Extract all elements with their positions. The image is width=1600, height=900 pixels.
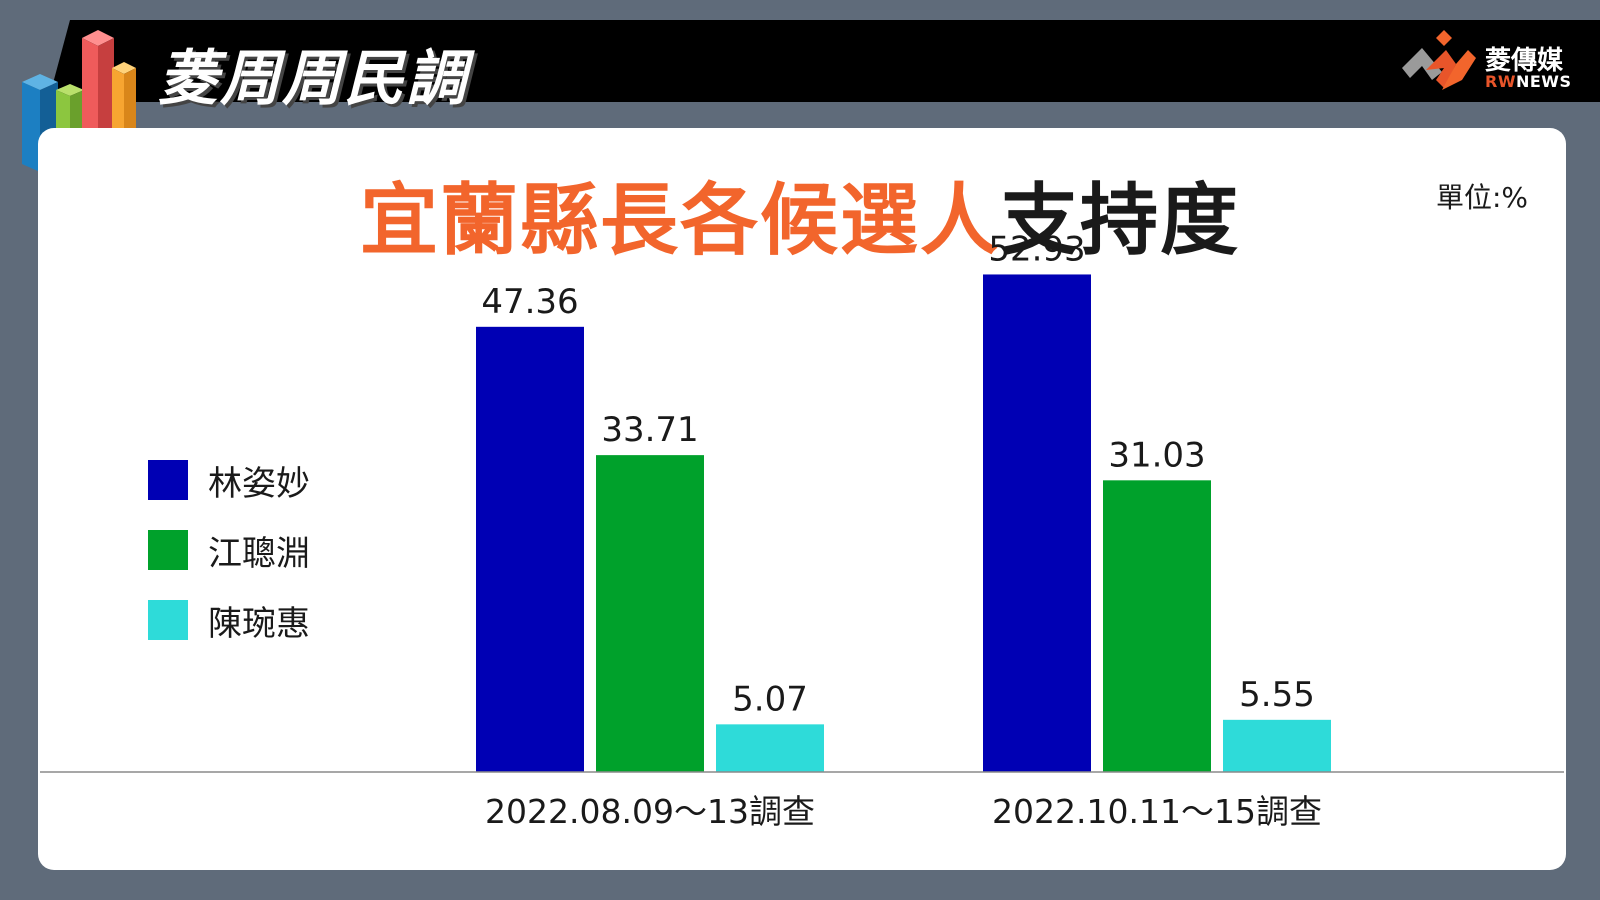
x-tick-label: 2022.08.09～13調查 <box>485 792 815 831</box>
legend-label: 江聰淵 <box>208 533 310 574</box>
data-label: 31.03 <box>1108 435 1205 475</box>
legend-item: 林姿妙 <box>148 460 310 504</box>
legend-label: 陳琬惠 <box>208 603 310 644</box>
unit-label: 單位:% <box>1435 181 1528 214</box>
logo-subtitle: RWNEWS <box>1485 72 1571 91</box>
bar <box>1103 480 1211 772</box>
bar <box>476 326 584 772</box>
logo-name: 菱傳媒 <box>1485 46 1564 76</box>
legend-swatch <box>148 530 188 570</box>
data-label: 33.71 <box>601 410 698 450</box>
logo-subtitle-rw: RW <box>1485 72 1516 91</box>
data-label: 47.36 <box>481 282 578 322</box>
legend-item: 江聰淵 <box>148 530 310 574</box>
brand-title: 菱周周民調 <box>158 44 468 114</box>
legend-item: 陳琬惠 <box>148 600 310 644</box>
chart-title-accent: 宜蘭縣長各候選人 <box>359 176 1000 266</box>
legend: 林姿妙 江聰淵 陳琬惠 <box>148 460 310 670</box>
bar <box>716 724 824 772</box>
legend-label: 林姿妙 <box>208 463 310 504</box>
header-bar <box>48 20 1600 102</box>
chart-title-rest: 支持度 <box>1000 176 1241 266</box>
bar <box>596 455 704 772</box>
logo-subtitle-news: NEWS <box>1515 72 1572 91</box>
legend-swatch <box>148 460 188 500</box>
rw-news-logo-icon <box>1402 30 1476 90</box>
data-label: 5.55 <box>1239 675 1315 715</box>
data-label: 52.93 <box>988 229 1085 269</box>
data-label: 5.07 <box>732 679 808 719</box>
chart-title: 宜蘭縣長各候選人支持度 <box>0 158 1600 270</box>
legend-swatch <box>148 600 188 640</box>
bar <box>1223 719 1331 772</box>
x-tick-label: 2022.10.11～15調查 <box>992 792 1322 831</box>
bar <box>983 274 1091 772</box>
